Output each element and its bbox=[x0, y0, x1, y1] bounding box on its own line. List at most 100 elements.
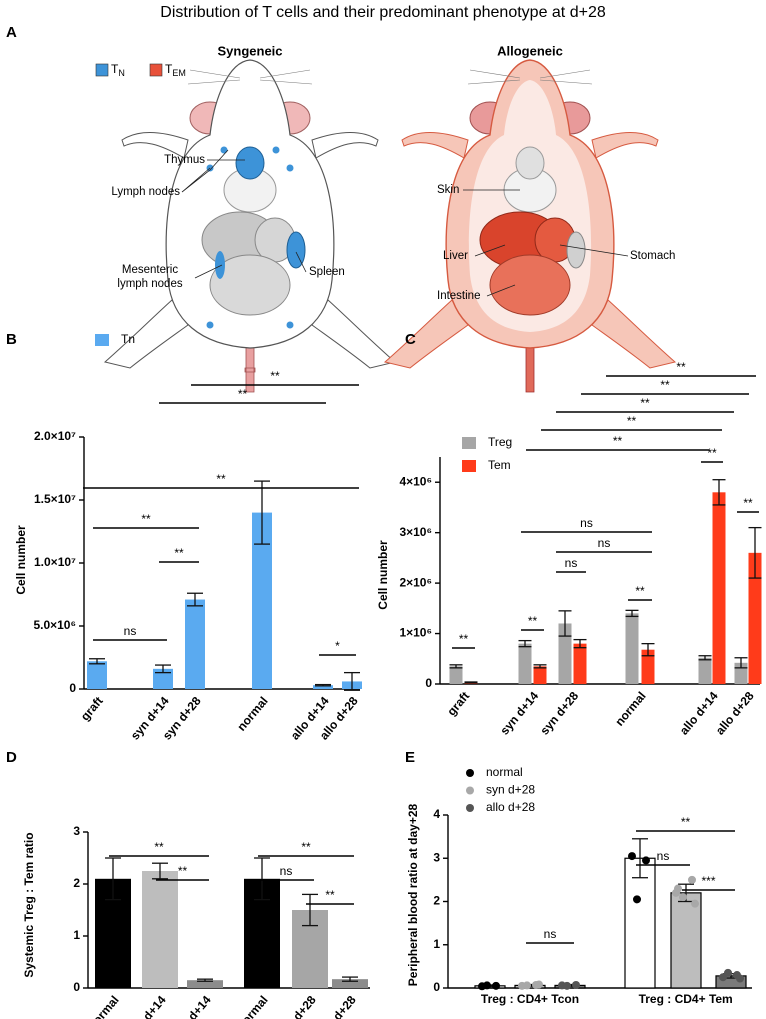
significance-label: ns bbox=[544, 927, 557, 941]
y-tick-label: 2 bbox=[433, 894, 440, 908]
bar bbox=[625, 613, 639, 684]
organ-label: Thymus bbox=[164, 154, 205, 166]
significance-label: ** bbox=[141, 512, 151, 526]
x-tick-label: allo d+14 bbox=[170, 993, 214, 1019]
bar bbox=[712, 492, 726, 684]
significance-label: ** bbox=[640, 396, 650, 410]
organ-label: Stomach bbox=[630, 250, 675, 262]
diagram-labels: Thymus Lymph nodes Mesenteric lymph node… bbox=[111, 149, 675, 302]
bar bbox=[153, 668, 173, 689]
significance-label: ** bbox=[270, 369, 280, 383]
mouse-syngeneic bbox=[103, 59, 397, 393]
mouse-allogeneic bbox=[383, 59, 677, 393]
panel-letter: C bbox=[405, 331, 416, 348]
significance-label: ns bbox=[280, 864, 293, 878]
data-point bbox=[492, 981, 500, 990]
panel-letter: A bbox=[6, 24, 17, 41]
y-tick-label: 4 bbox=[433, 807, 440, 821]
significance-label: ns bbox=[580, 516, 593, 530]
y-tick-label: 1×10⁶ bbox=[399, 626, 432, 640]
panel-letter: B bbox=[6, 331, 17, 348]
bar bbox=[641, 649, 655, 684]
organ-label: Lymph nodes bbox=[111, 186, 180, 198]
legend-label: TN bbox=[111, 62, 125, 78]
legend-marker bbox=[466, 786, 474, 795]
bar bbox=[624, 857, 656, 989]
legend-label: TEM bbox=[165, 62, 186, 78]
data-point bbox=[633, 895, 641, 904]
data-point bbox=[691, 899, 699, 908]
bar bbox=[698, 657, 712, 684]
legend-marker bbox=[95, 334, 109, 346]
y-tick-label: 1.5×10⁷ bbox=[34, 492, 76, 506]
y-tick-label: 0 bbox=[425, 676, 432, 690]
y-tick-label: 3×10⁶ bbox=[399, 525, 432, 539]
data-point bbox=[523, 981, 531, 990]
data-point bbox=[724, 968, 732, 977]
x-tick-label: normal bbox=[234, 993, 270, 1019]
organ-label: Intestine bbox=[437, 290, 480, 302]
data-point bbox=[563, 981, 571, 990]
x-tick-label: graft bbox=[78, 694, 106, 723]
x-tick-label: normal bbox=[85, 993, 121, 1019]
organ-label: Mesenteric bbox=[122, 264, 178, 276]
data-point bbox=[572, 980, 580, 989]
x-tick-label: graft bbox=[444, 689, 472, 718]
bar bbox=[748, 552, 762, 684]
y-tick-label: 2 bbox=[73, 876, 80, 890]
y-tick-label: 1.0×10⁷ bbox=[34, 555, 76, 569]
significance-label: ** bbox=[301, 840, 311, 854]
legend-label: normal bbox=[486, 765, 523, 779]
panel-letter: D bbox=[6, 749, 17, 766]
legend-marker bbox=[462, 460, 476, 472]
y-axis-label: Cell number bbox=[376, 540, 390, 610]
x-tick-label: allo d+28 bbox=[315, 993, 359, 1019]
bar bbox=[573, 643, 587, 684]
significance-label: ** bbox=[459, 632, 469, 646]
right-title: Allogeneic bbox=[497, 43, 563, 58]
significance-label: ns bbox=[598, 536, 611, 550]
organ-label: Skin bbox=[437, 184, 459, 196]
x-tick-label: Treg : CD4+ Tcon bbox=[481, 992, 579, 1006]
significance-label: * bbox=[335, 639, 340, 653]
y-tick-label: 0 bbox=[69, 681, 76, 695]
x-tick-label: syn d+14 bbox=[497, 689, 541, 738]
y-axis-label: Peripheral blood ratio at day+28 bbox=[406, 803, 420, 986]
legend-swatch bbox=[95, 63, 109, 77]
x-tick-label: normal bbox=[234, 694, 270, 734]
bar bbox=[533, 666, 547, 684]
y-axis-label: Systemic Treg : Tem ratio bbox=[22, 832, 36, 977]
data-point bbox=[483, 981, 491, 990]
x-tick-label: syn d+28 bbox=[537, 689, 581, 738]
data-point bbox=[672, 888, 680, 897]
significance-label: *** bbox=[701, 874, 715, 888]
significance-label: ns bbox=[657, 849, 670, 863]
data-point bbox=[688, 875, 696, 884]
legend-subscript: EM bbox=[172, 68, 186, 78]
bar bbox=[332, 979, 368, 988]
y-tick-label: 0 bbox=[433, 980, 440, 994]
bar bbox=[142, 871, 178, 988]
x-tick-label: allo d+28 bbox=[713, 689, 757, 738]
x-tick-label: syn d+14 bbox=[125, 993, 169, 1019]
significance-label: ** bbox=[613, 434, 623, 448]
y-tick-label: 3 bbox=[73, 824, 80, 838]
legend-label: Treg bbox=[488, 435, 512, 449]
bar bbox=[313, 685, 333, 689]
legend-subscript: N bbox=[118, 68, 125, 78]
bar bbox=[670, 892, 702, 989]
y-tick-label: 3 bbox=[433, 850, 440, 864]
x-tick-label: syn d+28 bbox=[275, 993, 319, 1019]
figure-title: Distribution of T cells and their predom… bbox=[160, 4, 606, 21]
organ-label: Liver bbox=[443, 250, 468, 262]
legend-marker bbox=[466, 804, 474, 812]
bar bbox=[87, 661, 107, 689]
significance-label: ** bbox=[681, 815, 691, 829]
data-point bbox=[642, 856, 650, 865]
significance-label: ** bbox=[707, 446, 717, 460]
bar bbox=[185, 599, 205, 689]
organ-label: lymph nodes bbox=[117, 278, 182, 290]
legend-marker bbox=[462, 437, 476, 449]
significance-label: ** bbox=[178, 864, 188, 878]
